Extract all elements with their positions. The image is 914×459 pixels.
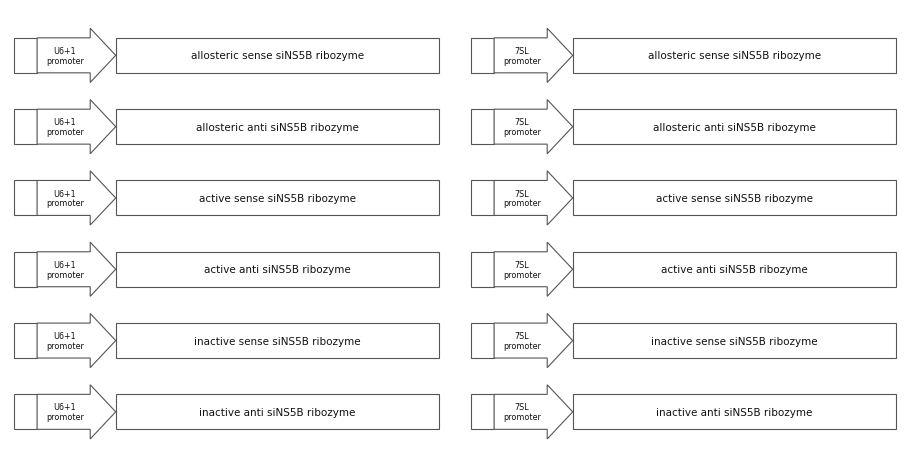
Polygon shape	[37, 101, 116, 154]
Text: 7SL
promoter: 7SL promoter	[503, 331, 541, 350]
Bar	[573, 110, 896, 145]
Bar	[471, 324, 494, 358]
Bar	[14, 39, 37, 74]
Text: 7SL
promoter: 7SL promoter	[503, 47, 541, 66]
Polygon shape	[494, 385, 573, 439]
Text: active sense siNS5B ribozyme: active sense siNS5B ribozyme	[198, 194, 356, 203]
Bar	[573, 324, 896, 358]
Bar	[573, 252, 896, 287]
Polygon shape	[494, 172, 573, 225]
Text: active anti siNS5B ribozyme: active anti siNS5B ribozyme	[661, 265, 808, 274]
Text: inactive sense siNS5B ribozyme: inactive sense siNS5B ribozyme	[651, 336, 817, 346]
Text: 7SL
promoter: 7SL promoter	[503, 403, 541, 421]
Text: allosteric anti siNS5B ribozyme: allosteric anti siNS5B ribozyme	[653, 123, 815, 132]
Text: allosteric sense siNS5B ribozyme: allosteric sense siNS5B ribozyme	[648, 51, 821, 61]
Bar	[116, 324, 439, 358]
Text: 7SL
promoter: 7SL promoter	[503, 260, 541, 279]
Bar	[471, 395, 494, 430]
Polygon shape	[37, 243, 116, 297]
Bar	[14, 395, 37, 430]
Bar	[573, 395, 896, 430]
Polygon shape	[37, 314, 116, 368]
Text: inactive anti siNS5B ribozyme: inactive anti siNS5B ribozyme	[656, 407, 813, 417]
Bar	[116, 395, 439, 430]
Polygon shape	[37, 385, 116, 439]
Polygon shape	[494, 101, 573, 154]
Text: inactive sense siNS5B ribozyme: inactive sense siNS5B ribozyme	[194, 336, 360, 346]
Text: 7SL
promoter: 7SL promoter	[503, 189, 541, 208]
Text: U6+1
promoter: U6+1 promoter	[46, 403, 84, 421]
Bar	[471, 39, 494, 74]
Polygon shape	[37, 29, 116, 83]
Text: inactive anti siNS5B ribozyme: inactive anti siNS5B ribozyme	[199, 407, 356, 417]
Text: U6+1
promoter: U6+1 promoter	[46, 260, 84, 279]
Bar	[14, 324, 37, 358]
Bar	[14, 181, 37, 216]
Text: active anti siNS5B ribozyme: active anti siNS5B ribozyme	[204, 265, 351, 274]
Bar	[14, 252, 37, 287]
Bar	[116, 252, 439, 287]
Bar	[573, 39, 896, 74]
Bar	[116, 110, 439, 145]
Bar	[471, 110, 494, 145]
Text: active sense siNS5B ribozyme: active sense siNS5B ribozyme	[655, 194, 813, 203]
Polygon shape	[494, 314, 573, 368]
Bar	[471, 181, 494, 216]
Polygon shape	[37, 172, 116, 225]
Bar	[573, 181, 896, 216]
Polygon shape	[494, 243, 573, 297]
Text: 7SL
promoter: 7SL promoter	[503, 118, 541, 137]
Bar	[14, 110, 37, 145]
Text: U6+1
promoter: U6+1 promoter	[46, 118, 84, 137]
Polygon shape	[494, 29, 573, 83]
Bar	[116, 39, 439, 74]
Text: allosteric anti siNS5B ribozyme: allosteric anti siNS5B ribozyme	[196, 123, 358, 132]
Bar	[471, 252, 494, 287]
Text: U6+1
promoter: U6+1 promoter	[46, 189, 84, 208]
Text: U6+1
promoter: U6+1 promoter	[46, 331, 84, 350]
Text: U6+1
promoter: U6+1 promoter	[46, 47, 84, 66]
Text: allosteric sense siNS5B ribozyme: allosteric sense siNS5B ribozyme	[191, 51, 364, 61]
Bar	[116, 181, 439, 216]
